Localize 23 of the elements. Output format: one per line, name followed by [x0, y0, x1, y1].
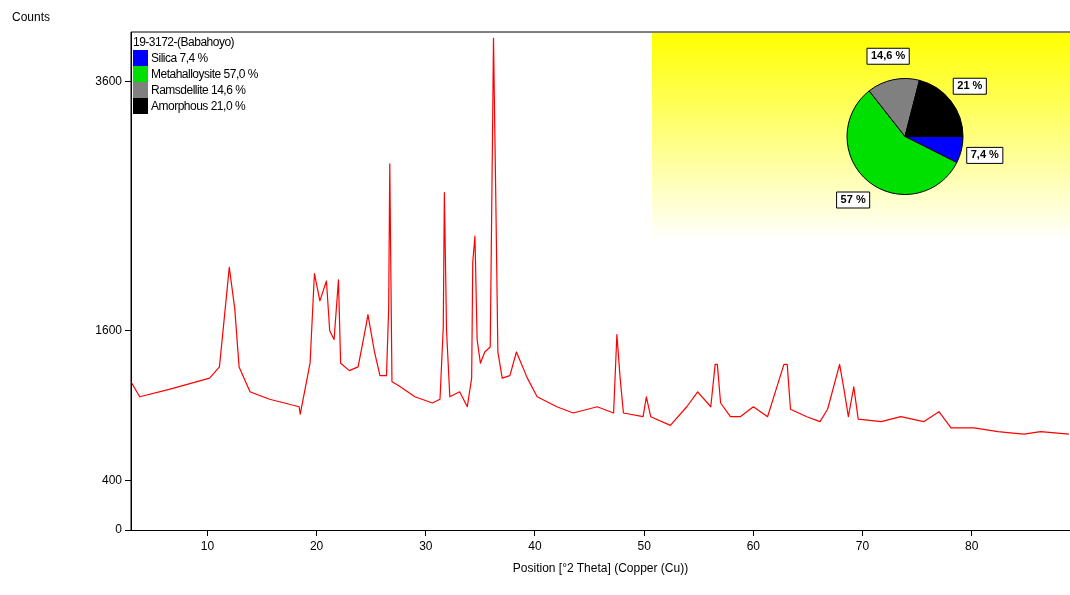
y-tick-label: 3600 — [95, 74, 123, 89]
legend-label: Silica 7,4 % — [151, 50, 208, 66]
data-label: 7,4 % — [970, 148, 1000, 161]
data-label: 14,6 % — [870, 49, 906, 62]
legend-label: Metahalloysite 57,0 % — [151, 66, 258, 82]
data-label: 21 % — [957, 79, 983, 92]
x-tick-label: 80 — [965, 538, 979, 553]
data-label: 57 % — [840, 193, 866, 206]
x-tick-label: 10 — [200, 538, 215, 553]
y-axis-title: Counts — [12, 10, 51, 25]
y-tick-label: 400 — [101, 472, 123, 487]
x-tick-label: 30 — [419, 538, 433, 553]
y-tick-label: 1600 — [95, 323, 123, 338]
x-tick-label: 60 — [746, 538, 761, 553]
x-axis-title: Position [°2 Theta] (Copper (Cu)) — [512, 561, 689, 576]
x-tick-label: 50 — [637, 538, 652, 553]
x-tick-label: 40 — [528, 538, 542, 553]
x-tick-label: 70 — [855, 538, 870, 553]
legend-label: Amorphous 21,0 % — [151, 98, 246, 114]
x-tick-label: 20 — [309, 538, 324, 553]
legend-label: Ramsdellite 14,6 % — [151, 82, 246, 98]
legend-title: 19-3172-(Babahoyo) — [133, 34, 236, 50]
y-tick-label: 0 — [115, 522, 123, 537]
